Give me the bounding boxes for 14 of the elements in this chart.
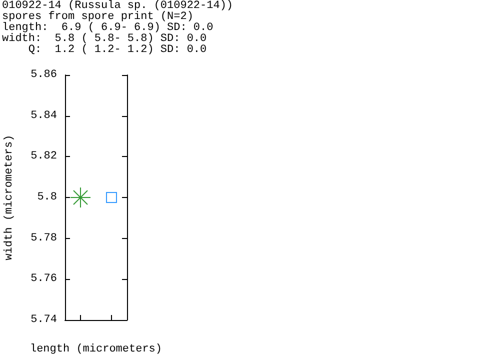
y-tick-label: 5.74 [30,314,58,326]
y-tick-label: 5.82 [30,150,57,163]
y-tick-label: 5.78 [30,232,57,244]
chart-title: 010922-14 (Russula sp. (010922-14)) [2,0,234,12]
x-axis-title: length (micrometers) [30,344,162,356]
y-tick-label: 5.86 [30,69,57,81]
y-axis-title: width (micrometers) [4,134,16,260]
y-tick-label: 5.8 [37,192,57,204]
y-tick-label: 5.76 [30,273,57,286]
chart-subtitle: spores from spore print (N=2) [2,11,194,23]
text: Q: 1.2 ( 1.2- 1.2) SD: 0.0 [27,44,208,56]
text: length: 6.9 ( 6.9- 6.9) SD: 0.0 [2,22,214,34]
text: width: 5.8 ( 5.8- 5.8) SD: 0.0 [2,33,208,45]
y-tick-label: 5.84 [30,110,58,122]
